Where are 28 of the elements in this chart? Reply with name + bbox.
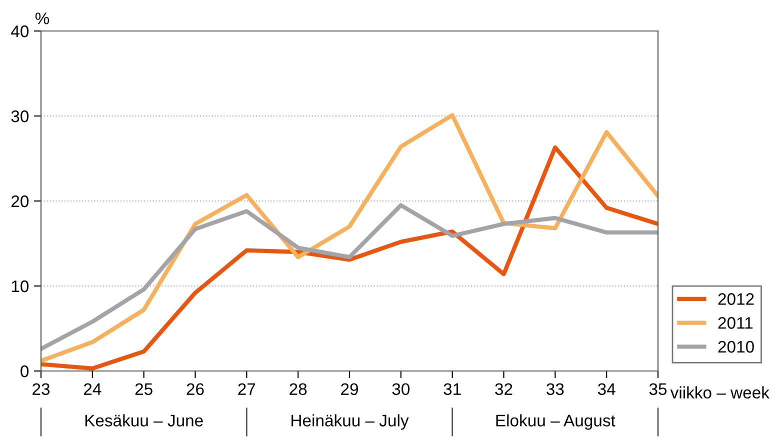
text: Elokuu – August [496,414,616,430]
x-tick-label: 28 [290,383,307,396]
x-tick-label: 32 [495,383,512,396]
x-tick-label: 31 [444,383,461,396]
y-tick-label: 0 [20,365,29,378]
y-tick-label: 20 [11,195,29,208]
legend-label: 2012 [718,293,754,305]
x-tick-label: 30 [392,383,410,396]
x-tick-label: 27 [238,383,256,395]
line-series [41,113,658,363]
legend-label: 2011 [718,317,753,329]
x-tick-label: 23 [32,383,50,396]
x-tick-label: 29 [341,383,358,396]
x-tick-label: 35 [649,383,667,396]
x-tick-label: 34 [598,383,616,396]
x-axis-title: viikko – week [670,386,770,399]
y-axis-title: % [35,12,50,24]
y-tick-label: 30 [11,110,29,122]
line-series [41,203,658,351]
text: Kesäkuu – June [85,414,203,426]
text: Heinäkuu – July [292,414,409,430]
x-tick-label: 25 [135,383,152,396]
x-tick-label: 33 [546,383,564,396]
legend-label: 2010 [718,340,754,353]
x-tick-label: 24 [84,383,102,395]
y-tick-label: 10 [12,280,29,292]
y-tick-label: 40 [11,25,29,38]
x-tick-label: 26 [186,383,204,396]
